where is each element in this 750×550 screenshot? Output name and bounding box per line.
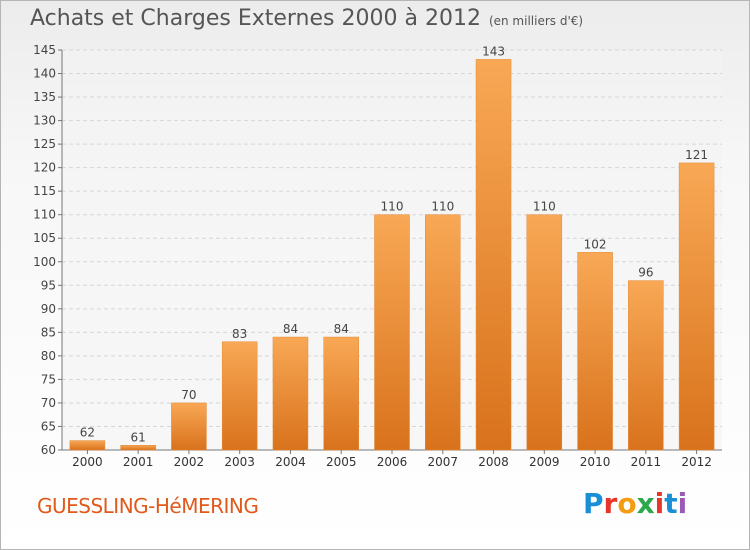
logo-letter: i <box>677 487 688 520</box>
logo-letter: o <box>617 487 637 520</box>
y-tick-label: 105 <box>33 231 56 245</box>
data-label-2012: 121 <box>685 148 708 162</box>
x-tick-label-2007: 2007 <box>427 455 458 469</box>
data-label-2001: 61 <box>131 430 146 444</box>
data-label-2005: 84 <box>334 322 349 336</box>
y-tick-label: 125 <box>33 137 56 151</box>
logo-letter: i <box>654 487 665 520</box>
data-label-2000: 62 <box>80 426 95 440</box>
chart-title: Achats et Charges Externes 2000 à 2012 (e… <box>30 6 583 31</box>
chart-unit: (en milliers d'€) <box>488 14 584 28</box>
data-label-2006: 110 <box>381 200 404 214</box>
x-tick-label-2003: 2003 <box>224 455 255 469</box>
y-tick-label: 100 <box>33 255 56 269</box>
y-tick-label: 70 <box>41 396 56 410</box>
x-tick-label-2004: 2004 <box>275 455 306 469</box>
x-tick-label-2012: 2012 <box>681 455 712 469</box>
y-tick-label: 65 <box>41 419 56 433</box>
x-tick-label-2002: 2002 <box>174 455 205 469</box>
bar-2005 <box>323 336 359 451</box>
y-tick-label: 75 <box>41 372 56 386</box>
y-tick-label: 145 <box>33 43 56 57</box>
data-label-2009: 110 <box>533 200 556 214</box>
bar-2004 <box>272 336 309 451</box>
data-label-2007: 110 <box>431 200 454 214</box>
data-label-2003: 83 <box>232 327 247 341</box>
bar-2003 <box>221 341 258 451</box>
y-tick-label: 115 <box>33 184 56 198</box>
bar-2012 <box>678 162 715 451</box>
bar-2008 <box>475 59 512 451</box>
y-tick-label: 140 <box>33 67 56 81</box>
logo-letter: r <box>603 487 618 520</box>
logo-letter: t <box>664 487 678 520</box>
bar-2009 <box>526 214 563 451</box>
x-tick-label-2009: 2009 <box>529 455 560 469</box>
data-label-2004: 84 <box>283 322 298 336</box>
logo-letter: P <box>583 487 604 520</box>
y-tick-label: 90 <box>41 302 56 316</box>
y-tick-label: 135 <box>33 90 56 104</box>
data-label-2002: 70 <box>181 388 196 402</box>
data-label-2011: 96 <box>638 266 653 280</box>
bar-2002 <box>171 402 207 451</box>
y-tick-label: 120 <box>33 161 56 175</box>
location-name: GUESSLING-HéMERING <box>37 494 259 518</box>
y-tick-label: 95 <box>41 278 56 292</box>
proxiti-logo: Proxiti <box>583 487 687 520</box>
x-tick-label-2005: 2005 <box>326 455 357 469</box>
y-tick-label: 85 <box>41 325 56 339</box>
x-tick-label-2000: 2000 <box>72 455 103 469</box>
bar-2011 <box>628 280 664 451</box>
x-tick-label-2008: 2008 <box>478 455 509 469</box>
logo-letter: x <box>636 487 655 520</box>
bar-2001 <box>120 445 156 451</box>
y-tick-label: 80 <box>41 349 56 363</box>
bar-2010 <box>577 252 613 451</box>
bar-2000 <box>69 440 106 451</box>
bar-2007 <box>425 214 461 451</box>
x-tick-label-2001: 2001 <box>123 455 154 469</box>
x-tick-label-2010: 2010 <box>580 455 611 469</box>
x-tick-label-2011: 2011 <box>631 455 662 469</box>
x-tick-label-2006: 2006 <box>377 455 408 469</box>
chart-title-text: Achats et Charges Externes 2000 à 2012 <box>30 6 481 31</box>
data-label-2008: 143 <box>482 44 505 58</box>
bar-2006 <box>374 214 410 451</box>
y-tick-label: 110 <box>33 208 56 222</box>
y-tick-label: 130 <box>33 114 56 128</box>
data-label-2010: 102 <box>584 237 607 251</box>
y-tick-label: 60 <box>41 443 56 457</box>
